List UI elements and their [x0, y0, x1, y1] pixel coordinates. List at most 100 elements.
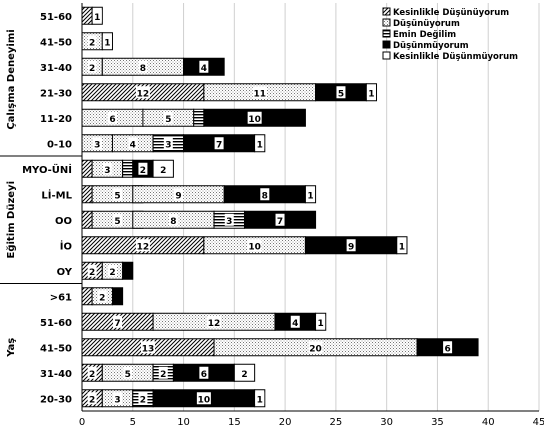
data-label-box	[158, 366, 168, 379]
category-label: 51-60	[40, 318, 72, 329]
bar-segment	[81, 159, 93, 178]
data-label: 1	[368, 89, 374, 99]
data-label: 3	[104, 166, 110, 176]
legend-label: Kesinlikle Düşünüyorum	[393, 8, 509, 18]
legend-swatch	[382, 51, 391, 60]
data-label: 2	[89, 268, 95, 278]
x-tick-label: 5	[130, 417, 136, 428]
data-label-box	[275, 213, 285, 226]
data-label-box	[135, 239, 150, 252]
data-label-box	[87, 35, 97, 48]
data-label-box	[87, 366, 97, 379]
data-label-box	[158, 162, 168, 175]
data-label: 1	[257, 395, 263, 405]
data-label: 12	[208, 319, 221, 329]
data-label: 1	[94, 13, 100, 23]
data-label-box	[92, 9, 102, 22]
category-label: İO	[60, 238, 72, 252]
data-label: 11	[253, 89, 266, 99]
data-label-box	[196, 392, 211, 405]
data-label: 2	[140, 395, 146, 405]
data-label: 13	[142, 344, 155, 354]
data-label: 7	[114, 319, 120, 329]
data-label-box	[168, 213, 178, 226]
data-label: 4	[292, 319, 298, 329]
category-label: 20-30	[40, 394, 72, 405]
data-label: 2	[160, 370, 166, 380]
category-label: Lİ-ML	[41, 187, 72, 201]
data-label: 10	[198, 395, 211, 405]
data-label: 2	[241, 370, 247, 380]
category-label: 21-30	[40, 88, 72, 99]
data-label-box	[163, 111, 173, 124]
data-label-box	[255, 137, 265, 150]
data-label-box	[306, 188, 315, 201]
data-label: 12	[137, 242, 150, 252]
data-label: 3	[165, 140, 171, 150]
data-label: 3	[114, 395, 120, 405]
data-label: 1	[104, 38, 110, 48]
data-label: 9	[175, 191, 181, 201]
data-label: 5	[114, 191, 120, 201]
data-label: 7	[216, 140, 222, 150]
data-label-box	[113, 315, 123, 328]
category-label: 11-20	[40, 114, 72, 125]
legend-swatch	[382, 18, 391, 27]
legend-label: Emin Değilim	[393, 30, 456, 40]
data-label: 7	[277, 217, 283, 227]
data-label-box	[173, 188, 183, 201]
x-tick-label: 45	[533, 417, 544, 428]
data-label: 10	[248, 115, 261, 125]
bar-segment	[81, 287, 93, 306]
data-label-box	[138, 392, 148, 405]
data-label-box	[97, 290, 107, 303]
data-label: 2	[109, 268, 115, 278]
group-label: Yaş	[6, 338, 17, 358]
data-label-box	[123, 366, 133, 379]
category-label: 31-40	[40, 369, 72, 380]
legend-label: Kesinlikle Düşünmüyorum	[393, 52, 518, 62]
bar-segment	[122, 261, 134, 280]
data-label: 1	[307, 191, 313, 201]
data-label: 5	[338, 89, 344, 99]
data-label: 2	[99, 293, 105, 303]
data-label-box	[113, 188, 123, 201]
data-label: 2	[89, 395, 95, 405]
bars: 12 12 8 412 11 5 16 5 103 4 3 7 13 2 25 9 8 15 8 3 712 10 9 12 2…	[81, 6, 479, 408]
data-label-box	[366, 86, 376, 99]
data-label-box	[163, 137, 173, 150]
data-label-box	[87, 264, 97, 277]
data-label: 6	[201, 370, 207, 380]
group-label: Çalışma Deneyimi	[6, 29, 17, 129]
data-label: 3	[226, 217, 232, 227]
data-label-box	[138, 60, 148, 73]
data-label-box	[260, 188, 270, 201]
category-label: MYO-ÜNİ	[22, 162, 72, 176]
data-label-box	[138, 162, 148, 175]
data-label: 20	[309, 344, 322, 354]
category-label: 0-10	[47, 139, 72, 150]
x-tick-label: 25	[330, 417, 343, 428]
data-label-box	[336, 86, 346, 99]
data-label: 8	[140, 64, 146, 74]
x-tick-label: 15	[228, 417, 241, 428]
data-label: 8	[170, 217, 176, 227]
bar-segment	[111, 287, 124, 306]
data-label-box	[141, 341, 156, 354]
data-label: 1	[257, 140, 263, 150]
data-label-box	[107, 111, 117, 124]
bar-segment	[193, 108, 205, 127]
data-label-box	[346, 239, 356, 252]
axes: 0 5 10 15 20 25 30 35 40 4551-6041-5031-4021-3011…	[0, 3, 544, 428]
bar-segment	[81, 6, 93, 25]
legend-label: Düşünüyorum	[393, 19, 460, 29]
x-tick-label: 0	[79, 417, 85, 428]
x-tick-label: 30	[380, 417, 393, 428]
legend-swatch	[382, 29, 391, 38]
category-label: OO	[55, 216, 72, 227]
data-label-box	[214, 137, 224, 150]
x-tick-label: 10	[177, 417, 190, 428]
data-label-box	[128, 137, 138, 150]
